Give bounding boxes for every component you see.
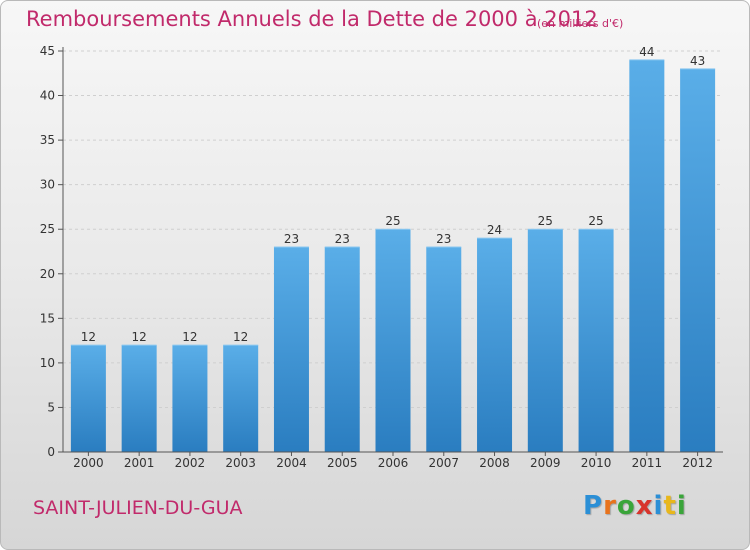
y-tick-label: 15 (40, 311, 55, 325)
x-tick-label: 2010 (581, 456, 612, 470)
x-tick-label: 2008 (479, 456, 510, 470)
bars (70, 59, 716, 453)
brand-letter: o (616, 491, 636, 521)
brand-letter: x (635, 491, 654, 521)
bar-value-label: 25 (385, 214, 400, 228)
bar (629, 59, 665, 453)
y-tick-label: 25 (40, 222, 55, 236)
bar-value-label: 23 (284, 232, 299, 246)
y-tick-label: 0 (47, 445, 55, 459)
bar (324, 247, 360, 452)
y-tick-label: 40 (40, 89, 55, 103)
labels: 0 5 10 15 20 25 30 35 40 45 12 2000 12 2001 12 2002 12 20… (40, 44, 713, 470)
y-tick-label: 5 (47, 400, 55, 414)
axes (58, 47, 723, 456)
bar (578, 229, 614, 452)
bar (527, 229, 563, 452)
y-tick-label: 20 (40, 267, 55, 281)
brand-letter: P (583, 491, 604, 521)
unit-note: (en milliers d'€) (537, 17, 624, 30)
bar-value-label: 25 (588, 214, 603, 228)
bar (680, 68, 716, 453)
bar (172, 345, 208, 452)
bar (121, 345, 157, 452)
bar-value-label: 24 (487, 223, 502, 237)
x-tick-label: 2005 (327, 456, 358, 470)
x-tick-label: 2007 (428, 456, 459, 470)
y-tick-label: 30 (40, 178, 55, 192)
bar (375, 229, 411, 452)
bar-value-label: 12 (233, 330, 248, 344)
x-tick-label: 2012 (682, 456, 713, 470)
brand-letter: i (676, 491, 687, 521)
x-tick-label: 2003 (225, 456, 256, 470)
bar-value-label: 44 (639, 45, 654, 59)
bar-value-label: 12 (182, 330, 197, 344)
y-tick-label: 10 (40, 356, 55, 370)
bar (70, 345, 106, 452)
bar (273, 247, 309, 452)
x-tick-label: 2009 (530, 456, 561, 470)
bar-value-label: 23 (335, 232, 350, 246)
bar-value-label: 23 (436, 232, 451, 246)
bar-value-label: 12 (132, 330, 147, 344)
y-tick-label: 45 (40, 44, 55, 58)
bar-value-label: 43 (690, 54, 705, 68)
brand-letter: t (663, 491, 677, 521)
bar-value-label: 25 (538, 214, 553, 228)
proxiti-logo: Proxiti (583, 491, 687, 521)
bar (426, 247, 462, 452)
x-tick-label: 2001 (124, 456, 155, 470)
x-tick-label: 2006 (378, 456, 409, 470)
brand-letter: i (653, 491, 664, 521)
y-tick-label: 35 (40, 133, 55, 147)
commune-name: SAINT-JULIEN-DU-GUA (33, 497, 243, 519)
bar (223, 345, 259, 452)
bar-value-label: 12 (81, 330, 96, 344)
chart-title: Remboursements Annuels de la Dette de 20… (26, 7, 598, 31)
x-tick-label: 2011 (632, 456, 663, 470)
x-tick-label: 2004 (276, 456, 307, 470)
x-tick-label: 2002 (175, 456, 206, 470)
x-tick-label: 2000 (73, 456, 104, 470)
brand-letter: r (603, 491, 617, 521)
bar (477, 238, 513, 452)
